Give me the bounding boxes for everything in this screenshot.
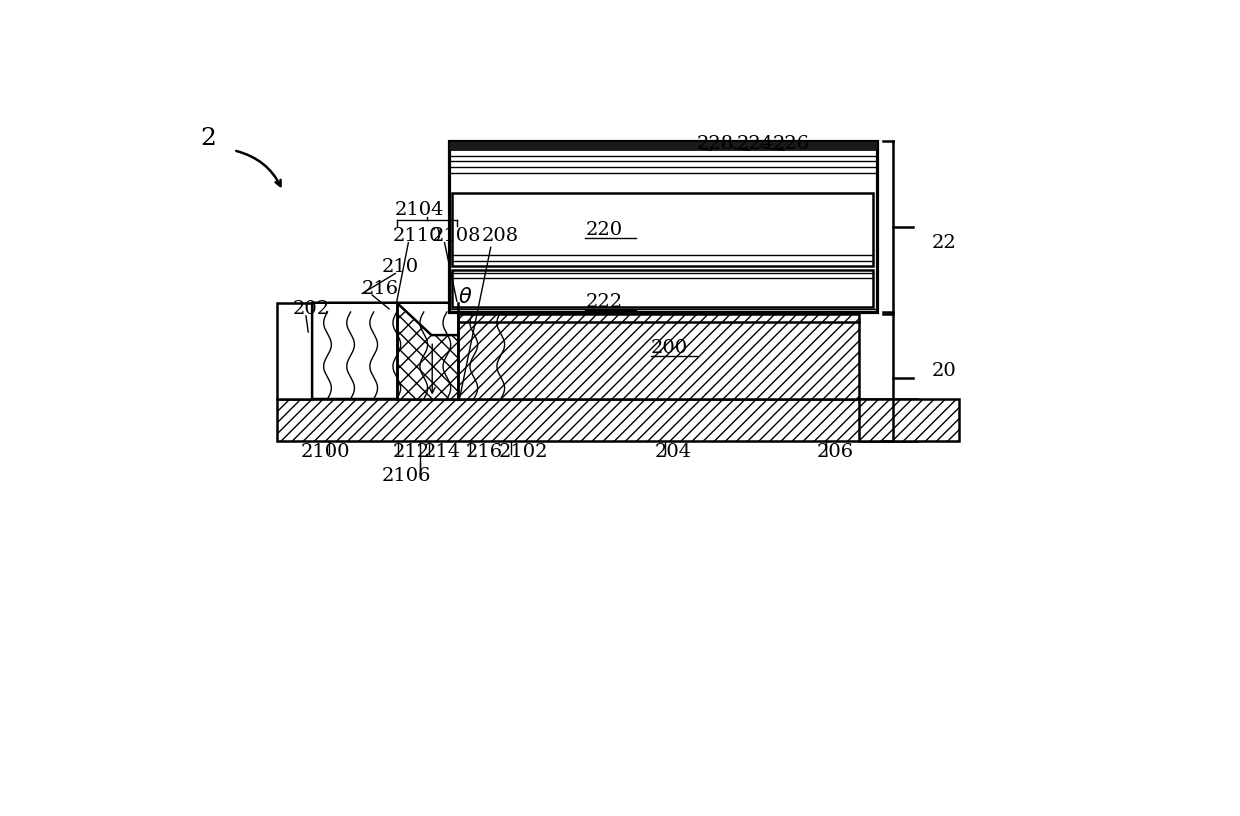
Text: 216: 216 bbox=[466, 443, 503, 461]
Bar bbox=[449, 141, 877, 312]
Text: 200: 200 bbox=[651, 339, 688, 357]
Text: 210: 210 bbox=[382, 258, 419, 276]
Bar bbox=[278, 399, 916, 441]
Bar bbox=[397, 303, 459, 399]
Text: 202: 202 bbox=[293, 300, 330, 318]
Text: 2102: 2102 bbox=[498, 443, 548, 461]
Bar bbox=[278, 399, 916, 441]
Text: 208: 208 bbox=[481, 227, 518, 245]
Text: 204: 204 bbox=[655, 443, 692, 461]
Text: 2100: 2100 bbox=[300, 443, 350, 461]
Bar bbox=[859, 399, 959, 441]
Bar bbox=[453, 193, 873, 266]
Text: 2106: 2106 bbox=[381, 468, 430, 486]
Bar bbox=[397, 303, 459, 399]
Bar bbox=[453, 270, 873, 308]
Text: 2104: 2104 bbox=[394, 201, 444, 219]
Text: 226: 226 bbox=[773, 135, 810, 153]
Text: 228: 228 bbox=[697, 135, 734, 153]
Text: 2110: 2110 bbox=[393, 227, 443, 245]
Polygon shape bbox=[312, 303, 432, 399]
Text: 206: 206 bbox=[816, 443, 853, 461]
Bar bbox=[459, 314, 859, 399]
Text: 2108: 2108 bbox=[432, 227, 481, 245]
Polygon shape bbox=[397, 303, 459, 335]
Text: 214: 214 bbox=[424, 443, 461, 461]
Text: 212: 212 bbox=[393, 443, 430, 461]
Bar bbox=[859, 399, 959, 441]
Text: 220: 220 bbox=[585, 221, 622, 239]
Text: 224: 224 bbox=[737, 135, 774, 153]
Text: 216: 216 bbox=[362, 280, 399, 298]
Text: 222: 222 bbox=[585, 293, 622, 311]
Bar bbox=[449, 141, 877, 150]
Text: 20: 20 bbox=[932, 361, 957, 379]
Text: 2: 2 bbox=[201, 127, 216, 150]
Polygon shape bbox=[278, 303, 312, 399]
Text: $\theta$: $\theta$ bbox=[459, 286, 472, 307]
Bar bbox=[459, 314, 859, 399]
Text: 22: 22 bbox=[932, 233, 957, 251]
